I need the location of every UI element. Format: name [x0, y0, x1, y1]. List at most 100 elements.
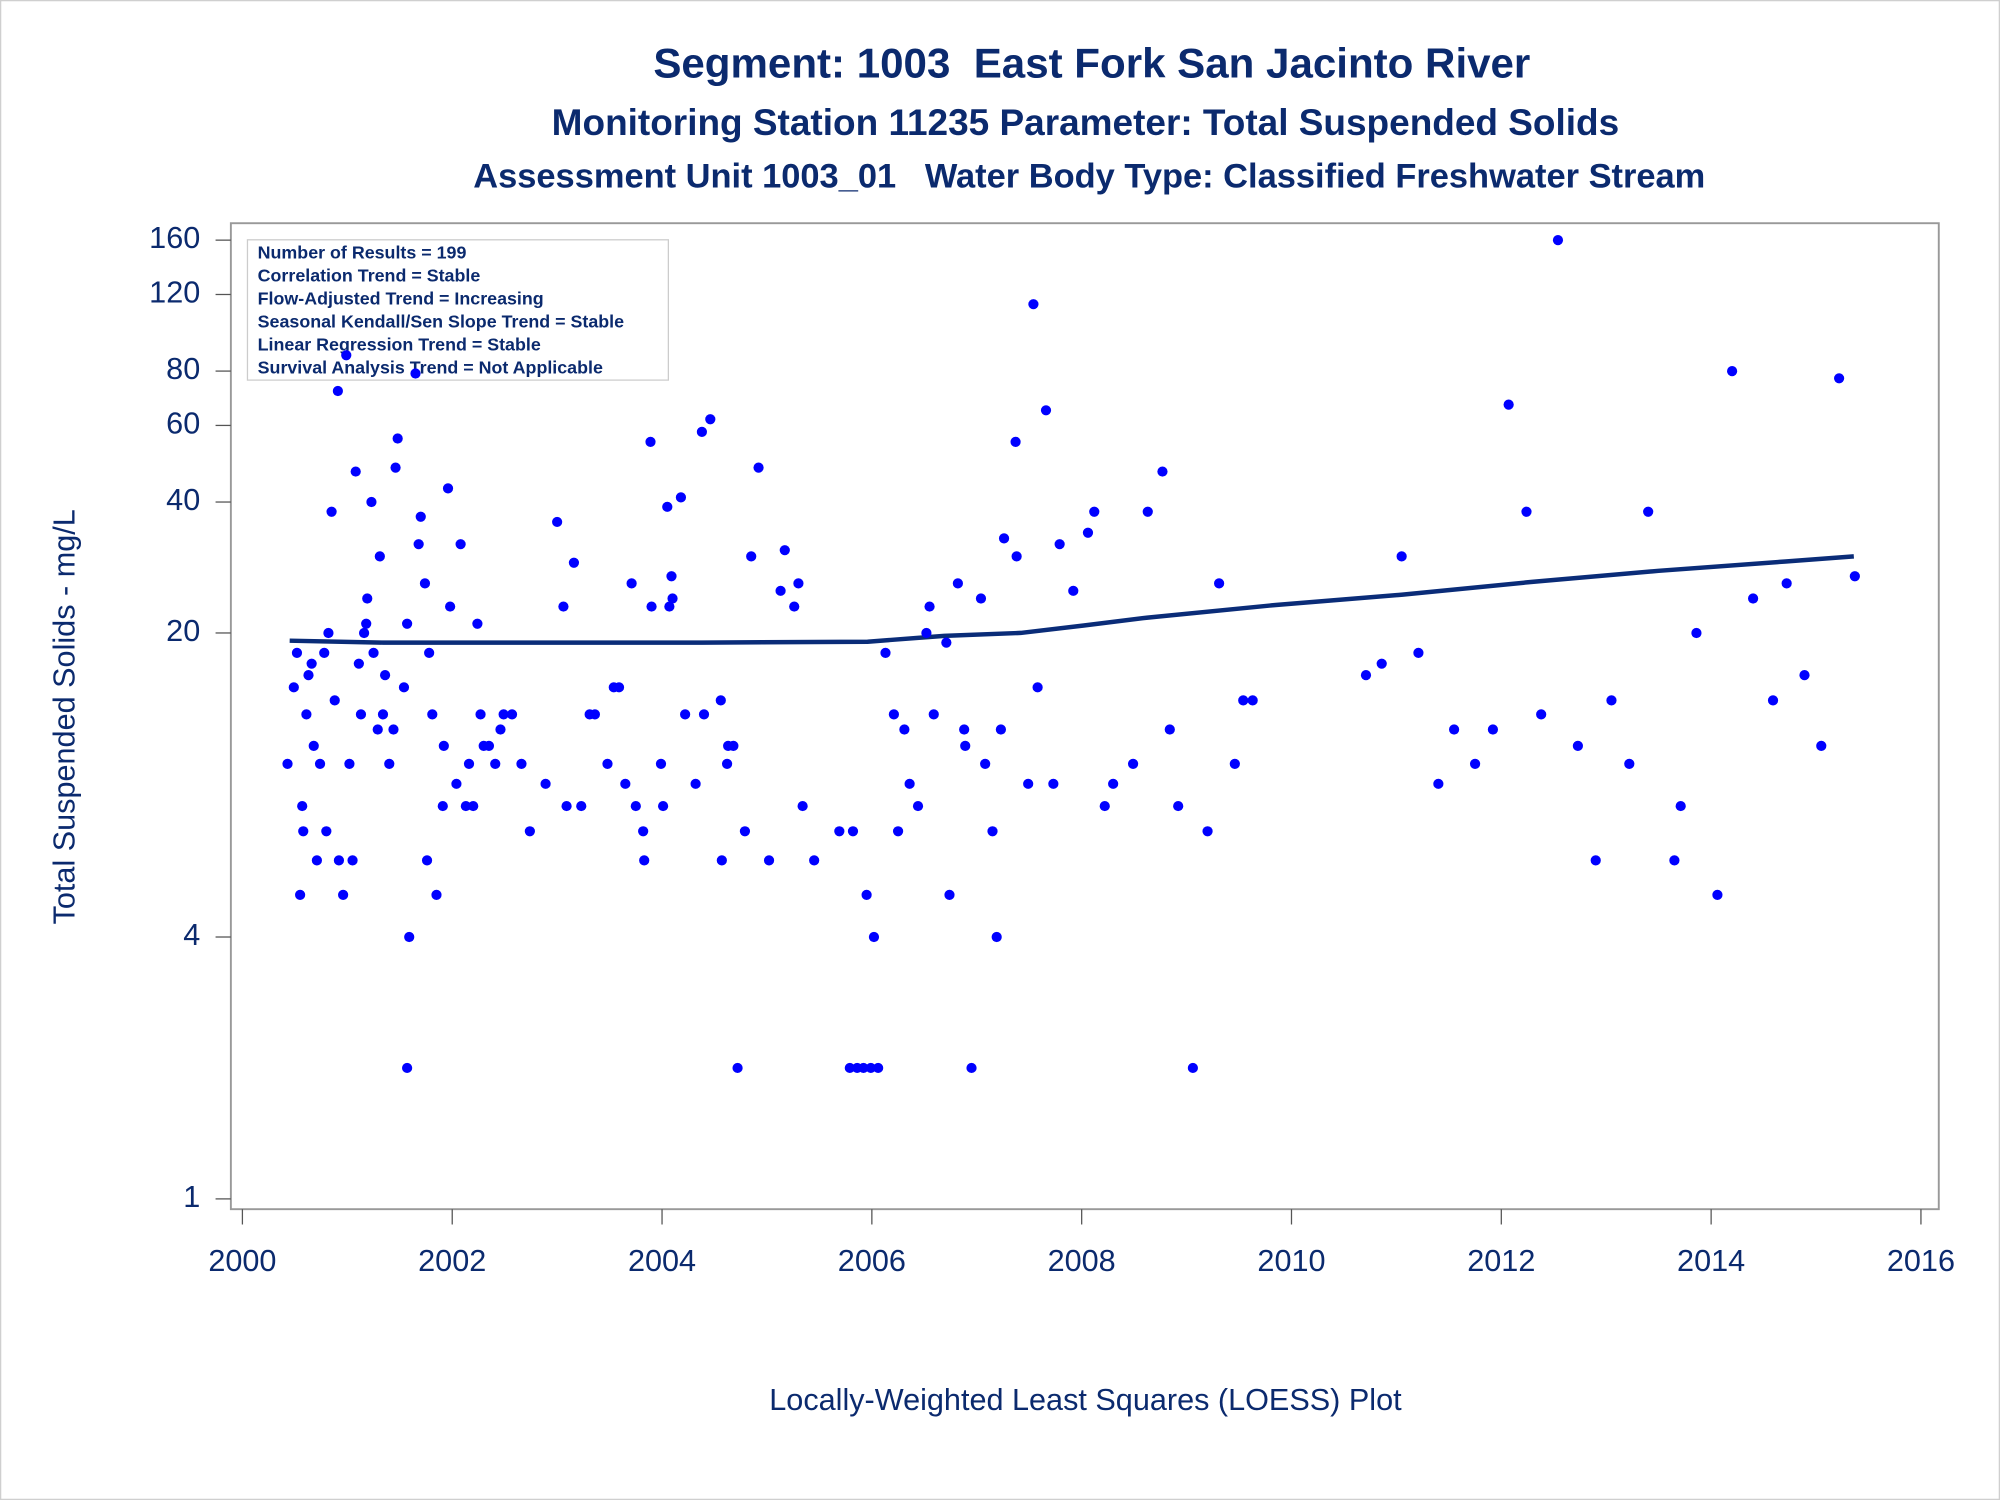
- data-point: [865, 1062, 876, 1074]
- data-point: [1536, 709, 1547, 720]
- annotation: Linear Regression Trend = Stable: [258, 334, 541, 354]
- data-point: [1816, 740, 1827, 752]
- data-point: [952, 578, 963, 589]
- data-point: [1503, 399, 1514, 410]
- data-point: [690, 778, 701, 789]
- data-point: [475, 709, 486, 720]
- data-point: [1552, 235, 1564, 246]
- data-point: [460, 800, 471, 812]
- data-point: [1173, 800, 1184, 812]
- data-point: [589, 709, 601, 720]
- data-point: [732, 1062, 743, 1074]
- data-point: [602, 758, 613, 770]
- data-point: [1643, 506, 1654, 517]
- data-point: [1010, 436, 1021, 447]
- data-point: [358, 627, 370, 639]
- data-point: [1229, 758, 1240, 770]
- data-point: [326, 506, 337, 517]
- y-tick-label: 4: [183, 918, 200, 952]
- data-point: [1834, 373, 1845, 384]
- data-point: [941, 637, 952, 648]
- x-tick-label: 2002: [418, 1244, 486, 1278]
- data-point: [338, 889, 349, 900]
- data-point: [899, 724, 910, 735]
- data-point: [1433, 778, 1444, 789]
- data-point: [728, 740, 739, 752]
- data-point: [498, 709, 509, 720]
- data-point: [1448, 724, 1460, 735]
- data-point: [680, 709, 691, 720]
- data-point: [374, 551, 385, 562]
- data-point: [1376, 658, 1387, 669]
- chart-subtitle: Assessment Unit 1003_01 Water Body Type:…: [473, 158, 1705, 196]
- data-point: [1487, 724, 1499, 735]
- data-point: [1606, 695, 1617, 706]
- data-point: [1675, 800, 1686, 812]
- data-point: [384, 758, 395, 770]
- data-point: [291, 647, 303, 658]
- data-point: [347, 855, 358, 866]
- data-point: [1011, 551, 1022, 562]
- plot-frame: [229, 222, 1940, 1211]
- data-point: [966, 1062, 977, 1074]
- data-point: [1360, 670, 1372, 681]
- data-point: [1849, 571, 1860, 582]
- data-point: [319, 647, 330, 658]
- x-tick-label: 2008: [1048, 1244, 1116, 1278]
- data-point: [314, 758, 326, 770]
- data-point: [295, 889, 306, 900]
- data-point: [333, 855, 345, 866]
- data-point: [463, 758, 475, 770]
- data-point: [490, 758, 501, 770]
- data-point: [366, 496, 377, 508]
- y-tick-label: 60: [166, 407, 200, 441]
- data-point: [998, 533, 1010, 544]
- data-point: [377, 709, 389, 720]
- data-point: [753, 462, 764, 473]
- data-point: [789, 601, 800, 612]
- data-point: [944, 889, 955, 900]
- data-point: [301, 709, 312, 720]
- data-point: [390, 462, 401, 473]
- chart-subtitle: Monitoring Station 11235 Parameter: Tota…: [552, 102, 1620, 143]
- data-point: [1469, 758, 1481, 770]
- data-point: [421, 855, 433, 866]
- data-point: [368, 647, 379, 658]
- y-tick-label: 160: [149, 221, 200, 255]
- data-point: [1624, 758, 1635, 770]
- y-tick-label: 20: [166, 614, 200, 648]
- x-tick-label: 2004: [628, 1244, 696, 1278]
- data-point: [311, 855, 322, 866]
- data-point: [445, 601, 456, 612]
- data-point: [675, 492, 687, 503]
- data-point: [646, 601, 657, 612]
- data-point: [419, 578, 431, 589]
- data-point: [392, 433, 403, 444]
- data-point: [1781, 578, 1792, 589]
- data-point: [282, 758, 293, 770]
- data-point: [873, 1062, 884, 1074]
- annotation-box: [246, 239, 670, 381]
- data-point: [775, 585, 786, 596]
- data-point: [388, 724, 399, 735]
- data-point: [329, 695, 340, 706]
- data-point: [888, 709, 899, 720]
- x-tick-label: 2012: [1467, 1244, 1535, 1278]
- data-point: [410, 368, 421, 379]
- data-point: [630, 800, 641, 812]
- data-point: [987, 826, 998, 837]
- data-point: [415, 511, 426, 522]
- data-point: [638, 826, 649, 837]
- data-point: [861, 889, 872, 900]
- data-point: [404, 931, 415, 943]
- data-point: [1521, 506, 1532, 517]
- data-point: [516, 758, 527, 770]
- data-point: [1142, 506, 1153, 517]
- data-point: [834, 826, 845, 837]
- data-point: [341, 350, 352, 361]
- data-point: [306, 658, 317, 669]
- data-point: [561, 800, 572, 812]
- y-tick-label: 120: [149, 276, 200, 310]
- data-point: [1028, 299, 1039, 310]
- data-point: [797, 800, 808, 812]
